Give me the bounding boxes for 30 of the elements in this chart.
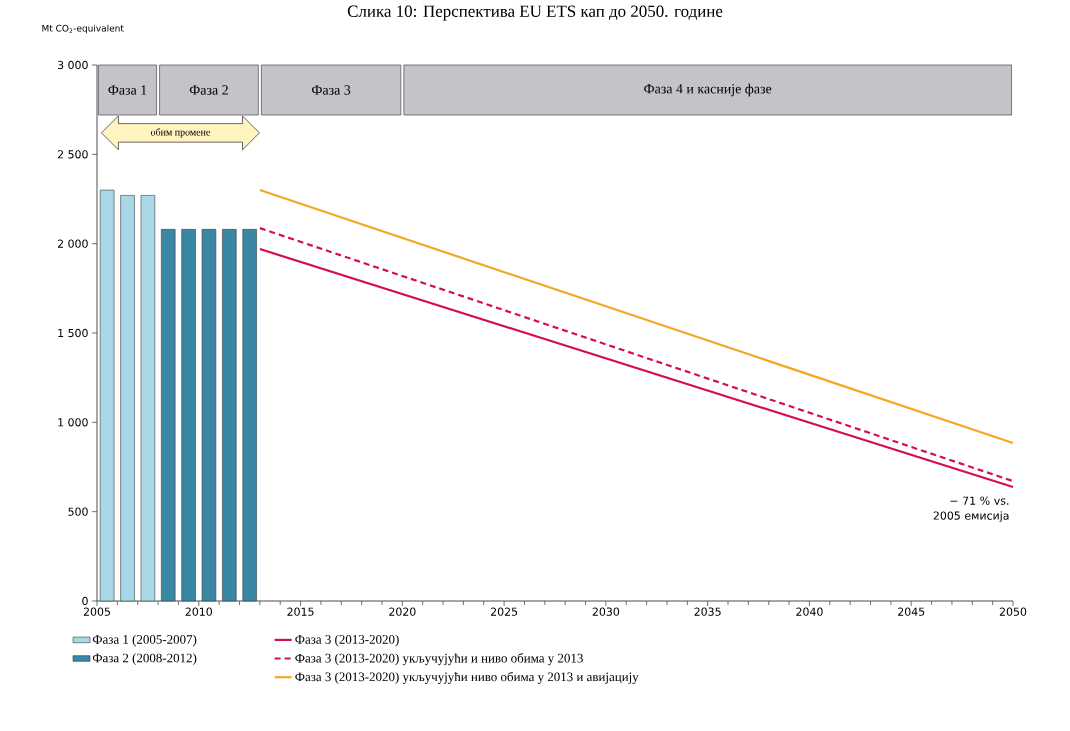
x-tick-label: 2040 — [796, 607, 823, 616]
x-tick-label: 2015 — [287, 607, 314, 616]
x-tick-label: 2035 — [694, 607, 721, 616]
chart-title: Слика 10: Перспектива EU ETS кап до 2050. године — [347, 5, 723, 21]
x-tick-label: 2045 — [898, 607, 925, 616]
legend-label: Фаза 2 (2008-2012) — [92, 653, 197, 665]
y-tick-label: 1 500 — [58, 328, 88, 338]
legend-label: Фаза 1 (2005-2007) — [92, 634, 197, 647]
x-tick-label: 2020 — [389, 607, 416, 616]
y-tick-label: 2 500 — [57, 150, 88, 159]
legend-label: Фаза 3 (2013-2020) укључујући ниво обима у 2013 и авијацију — [295, 671, 639, 684]
legend-label: Фаза 3 (2013-2020) — [295, 634, 399, 647]
y-tick-label: 2 000 — [57, 239, 88, 248]
y-tick-label: 500 — [68, 507, 88, 516]
band-label: Фаза 1 — [108, 85, 147, 95]
band-label: Фаза 3 — [311, 85, 351, 95]
x-tick-label: 2010 — [185, 607, 212, 616]
band-label: Фаза 4 и касније фазе — [644, 83, 772, 97]
x-tick-label: 2025 — [490, 607, 518, 616]
x-tick-label: 2030 — [592, 607, 620, 616]
y-axis-title: Mt CO$_{2}$-equivalent — [42, 24, 124, 34]
y-tick-label: 3 000 — [57, 60, 88, 70]
band-label: Фаза 2 — [189, 85, 228, 95]
annotation: − 71 % vs. 2005 емисија — [933, 496, 1009, 522]
y-tick-label: 0 — [82, 596, 88, 606]
annotation: обим промене — [150, 128, 210, 138]
legend-label: Фаза 3 (2013-2020) укључујући и ниво обима у 2013 — [295, 653, 583, 666]
x-tick-label: 2050 — [999, 607, 1027, 616]
x-tick-label: 2005 — [83, 607, 110, 616]
y-tick-label: 1 000 — [58, 418, 88, 427]
